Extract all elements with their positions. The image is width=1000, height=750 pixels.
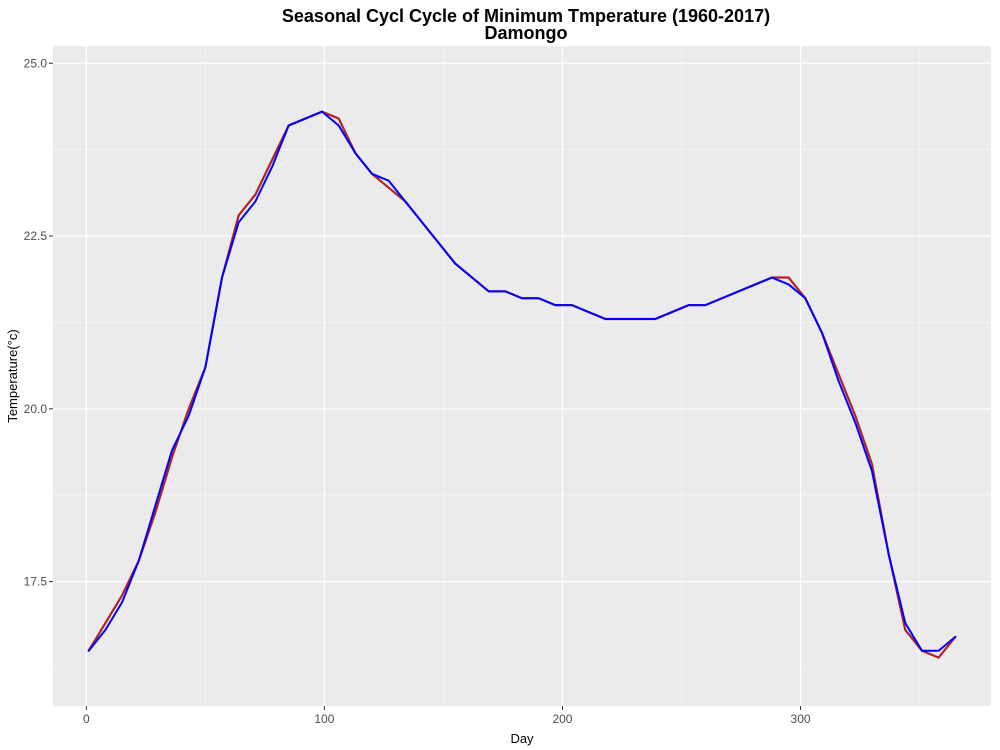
x-tick-label: 200: [552, 712, 572, 726]
plot-panel: [53, 46, 991, 706]
grid-minor: [53, 46, 991, 706]
y-axis: 17.5 20.0 22.5 25.0: [24, 56, 53, 589]
chart-subtitle: Damongo: [485, 23, 568, 43]
y-axis-title: Temperature(°c): [5, 329, 20, 422]
grid-major: [53, 46, 991, 706]
x-tick-label: 300: [791, 712, 811, 726]
y-tick-label: 17.5: [24, 575, 48, 589]
y-tick-label: 20.0: [24, 402, 48, 416]
y-tick-label: 22.5: [24, 229, 48, 243]
chart-title: Seasonal Cycl Cycle of Minimum Tmperatur…: [282, 6, 770, 26]
series-line-smoothed: [87, 110, 957, 652]
y-tick-label: 25.0: [24, 56, 48, 70]
x-tick-label: 0: [83, 712, 90, 726]
x-tick-label: 100: [314, 712, 334, 726]
x-axis-title: Day: [510, 731, 534, 746]
x-axis: 0 100 200 300: [83, 706, 811, 726]
series-layer: [87, 110, 957, 659]
